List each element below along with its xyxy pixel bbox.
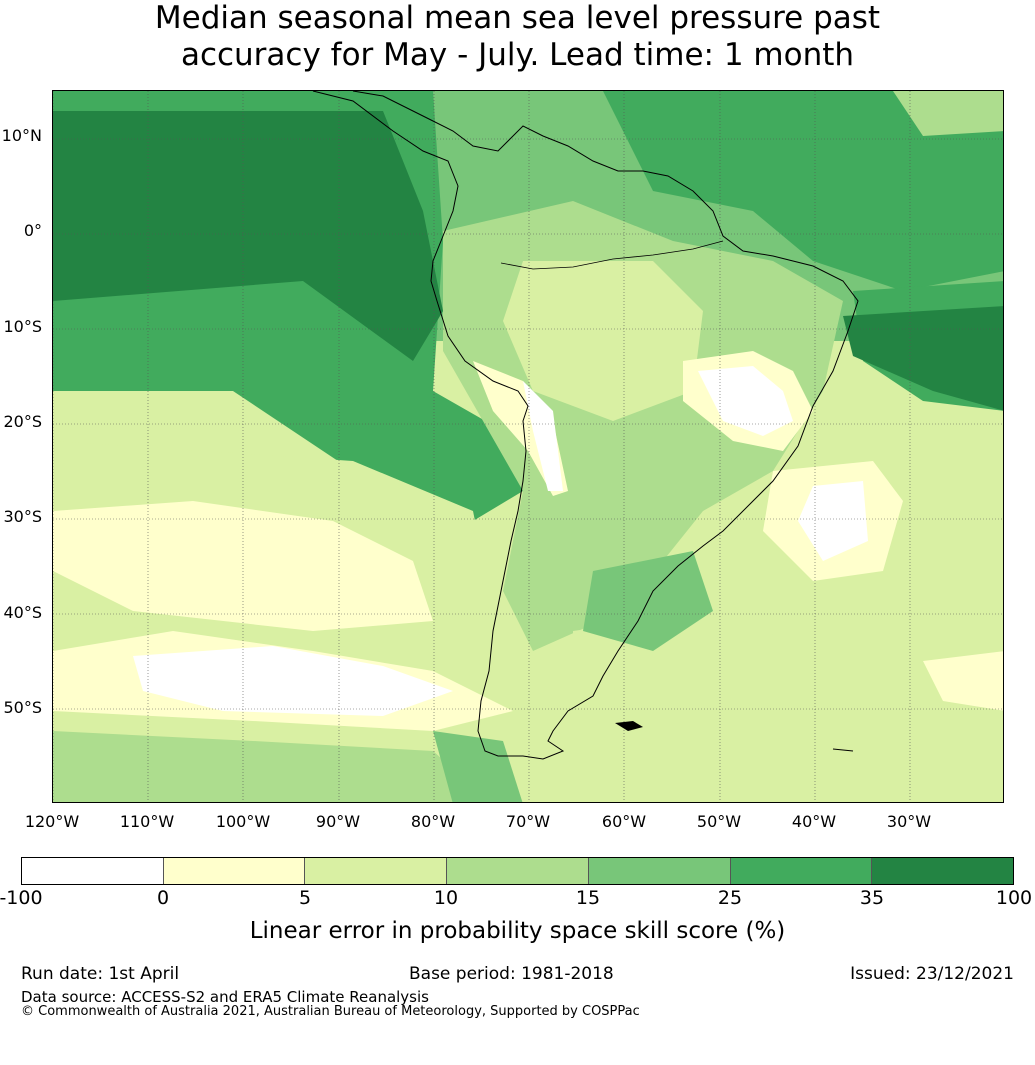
data-source: Data source: ACCESS-S2 and ERA5 Climate …	[21, 988, 429, 1006]
lon-label-90w: 90°W	[315, 812, 361, 831]
skill-region	[53, 111, 443, 361]
colorbar-tick: 15	[575, 887, 601, 909]
run-date: Run date: 1st April	[21, 964, 180, 984]
lon-label-40w: 40°W	[791, 812, 837, 831]
colorbar-tick: 25	[717, 887, 743, 909]
skill-region	[433, 731, 523, 802]
skill-region	[53, 731, 491, 802]
colorbar-segment	[872, 858, 1014, 884]
lon-label-80w: 80°W	[410, 812, 456, 831]
colorbar-segment	[447, 858, 589, 884]
title-line-2: accuracy for May - July. Lead time: 1 mo…	[180, 37, 855, 73]
title-line-1: Median seasonal mean sea level pressure …	[154, 0, 881, 36]
skill-region	[133, 646, 453, 716]
chart-title: Median seasonal mean sea level pressure …	[0, 0, 1035, 74]
skill-region	[893, 91, 1003, 136]
lon-label-60w: 60°W	[601, 812, 647, 831]
lat-label-50s: 50°S	[3, 698, 42, 717]
map-canvas	[53, 91, 1003, 802]
skill-region	[843, 306, 1003, 411]
colorbar-segment	[22, 858, 164, 884]
colorbar-tick: 0	[156, 887, 170, 909]
lat-label-0: 0°	[23, 221, 42, 240]
colorbar-tick: 100	[995, 887, 1033, 909]
skill-region	[798, 481, 868, 561]
colorbar-tick: -100	[0, 887, 43, 909]
lat-label-40s: 40°S	[3, 603, 42, 622]
lon-label-100w: 100°W	[215, 812, 271, 831]
colorbar	[21, 857, 1014, 885]
lat-label-10n: 10°N	[1, 126, 42, 145]
graticule	[53, 91, 1003, 802]
lat-label-10s: 10°S	[3, 317, 42, 336]
lon-label-50w: 50°W	[696, 812, 742, 831]
south-georgia	[832, 748, 854, 752]
lat-label-20s: 20°S	[3, 412, 42, 431]
colorbar-tick: 5	[298, 887, 312, 909]
colorbar-segment	[305, 858, 448, 884]
falkland-islands	[615, 721, 643, 731]
colorbar-tick: 10	[433, 887, 459, 909]
skill-region	[573, 611, 1003, 802]
skill-region	[503, 261, 703, 421]
colorbar-segment	[588, 858, 731, 884]
amazon-river	[500, 240, 724, 270]
skill-region	[923, 651, 1003, 711]
lon-label-110w: 110°W	[119, 812, 175, 831]
lon-label-30w: 30°W	[886, 812, 932, 831]
lat-label-30s: 30°S	[3, 507, 42, 526]
issued-date: Issued: 23/12/2021	[850, 964, 1014, 984]
south-america-coastline	[312, 91, 859, 760]
skill-region	[523, 381, 563, 491]
colorbar-label: Linear error in probability space skill …	[249, 918, 786, 944]
skill-map	[52, 90, 1004, 803]
colorbar-segment	[730, 858, 873, 884]
skill-region	[698, 366, 793, 436]
skill-region	[603, 91, 1003, 291]
lon-label-120w: 120°W	[24, 812, 80, 831]
colorbar-tick: 35	[859, 887, 885, 909]
lon-label-70w: 70°W	[505, 812, 551, 831]
copyright: © Commonwealth of Australia 2021, Austra…	[21, 1004, 640, 1019]
base-period: Base period: 1981-2018	[409, 964, 614, 984]
colorbar-segment	[163, 858, 306, 884]
